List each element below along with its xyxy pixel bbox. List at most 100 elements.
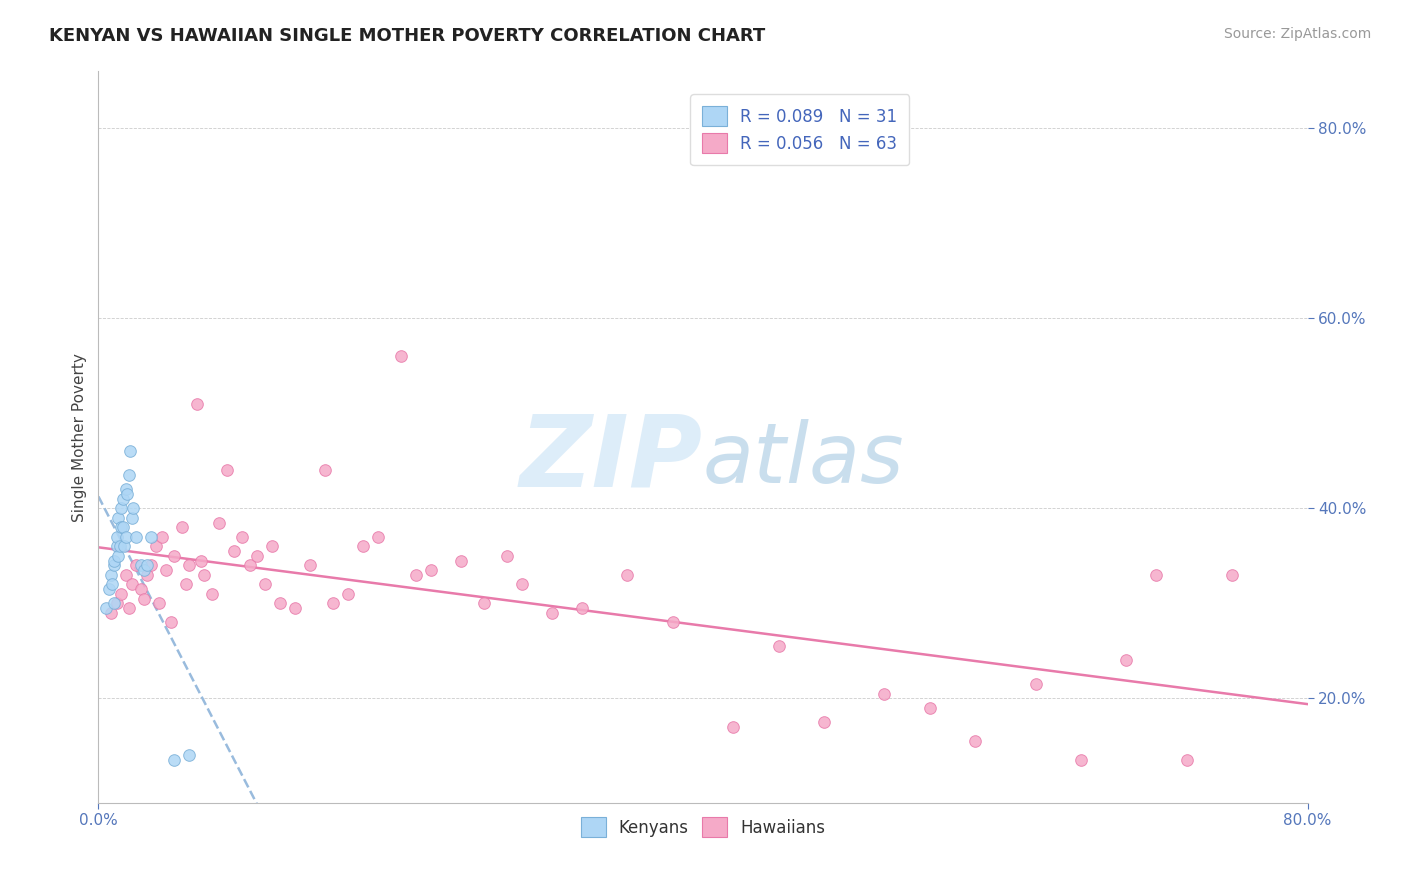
- Point: [115, 487, 138, 501]
- Point: [246, 549, 269, 563]
- Point: [873, 687, 896, 701]
- Point: [510, 577, 533, 591]
- Point: [253, 577, 276, 591]
- Point: [179, 558, 201, 573]
- Point: [299, 558, 322, 573]
- Point: [472, 596, 495, 610]
- Point: [284, 601, 307, 615]
- Point: [367, 530, 389, 544]
- Point: [100, 606, 122, 620]
- Point: [262, 539, 284, 553]
- Point: [616, 567, 638, 582]
- Point: [98, 582, 121, 596]
- Point: [163, 549, 186, 563]
- Point: [125, 558, 148, 573]
- Point: [389, 349, 412, 363]
- Point: [193, 567, 215, 582]
- Point: [405, 567, 427, 582]
- Point: [110, 587, 132, 601]
- Point: [108, 539, 131, 553]
- Point: [269, 596, 291, 610]
- Point: [1220, 567, 1243, 582]
- Point: [101, 577, 124, 591]
- Point: [1144, 567, 1167, 582]
- Point: [322, 596, 344, 610]
- Point: [118, 468, 141, 483]
- Point: [114, 483, 136, 497]
- Point: [107, 511, 129, 525]
- Point: [118, 601, 141, 615]
- Point: [141, 530, 163, 544]
- Point: [163, 753, 186, 767]
- Point: [148, 596, 170, 610]
- Point: [208, 516, 231, 530]
- Point: [132, 563, 155, 577]
- Point: [224, 544, 246, 558]
- Point: [129, 558, 152, 573]
- Point: [141, 558, 163, 573]
- Point: [174, 577, 197, 591]
- Text: atlas: atlas: [703, 418, 904, 500]
- Point: [103, 558, 125, 573]
- Point: [314, 463, 336, 477]
- Point: [121, 511, 143, 525]
- Point: [120, 444, 142, 458]
- Point: [125, 530, 148, 544]
- Point: [132, 591, 155, 606]
- Point: [190, 553, 212, 567]
- Point: [186, 397, 208, 411]
- Point: [571, 601, 593, 615]
- Point: [1175, 753, 1198, 767]
- Point: [129, 582, 152, 596]
- Point: [105, 596, 128, 610]
- Point: [103, 553, 125, 567]
- Point: [160, 615, 183, 630]
- Point: [239, 558, 262, 573]
- Point: [918, 701, 941, 715]
- Point: [135, 567, 157, 582]
- Text: Source: ZipAtlas.com: Source: ZipAtlas.com: [1223, 27, 1371, 41]
- Point: [155, 563, 177, 577]
- Point: [110, 501, 132, 516]
- Point: [94, 601, 117, 615]
- Point: [111, 520, 134, 534]
- Legend: Kenyans, Hawaiians: Kenyans, Hawaiians: [572, 809, 834, 846]
- Point: [450, 553, 472, 567]
- Point: [768, 639, 790, 653]
- Point: [420, 563, 443, 577]
- Point: [215, 463, 238, 477]
- Point: [122, 501, 145, 516]
- Point: [965, 734, 987, 748]
- Point: [105, 530, 128, 544]
- Text: ZIP: ZIP: [520, 410, 703, 508]
- Point: [1115, 653, 1137, 667]
- Point: [661, 615, 683, 630]
- Point: [540, 606, 562, 620]
- Point: [150, 530, 173, 544]
- Point: [114, 567, 136, 582]
- Point: [352, 539, 374, 553]
- Point: [495, 549, 517, 563]
- Point: [179, 748, 201, 763]
- Point: [110, 520, 132, 534]
- Point: [114, 530, 136, 544]
- Point: [103, 596, 125, 610]
- Point: [112, 539, 135, 553]
- Point: [336, 587, 359, 601]
- Text: KENYAN VS HAWAIIAN SINGLE MOTHER POVERTY CORRELATION CHART: KENYAN VS HAWAIIAN SINGLE MOTHER POVERTY…: [49, 27, 765, 45]
- Point: [201, 587, 224, 601]
- Point: [100, 567, 122, 582]
- Point: [107, 549, 129, 563]
- Point: [121, 577, 143, 591]
- Point: [1024, 677, 1046, 691]
- Point: [1070, 753, 1092, 767]
- Y-axis label: Single Mother Poverty: Single Mother Poverty: [72, 352, 87, 522]
- Point: [105, 539, 128, 553]
- Point: [111, 491, 134, 506]
- Point: [145, 539, 167, 553]
- Point: [170, 520, 193, 534]
- Point: [813, 714, 835, 729]
- Point: [135, 558, 157, 573]
- Point: [723, 720, 745, 734]
- Point: [231, 530, 253, 544]
